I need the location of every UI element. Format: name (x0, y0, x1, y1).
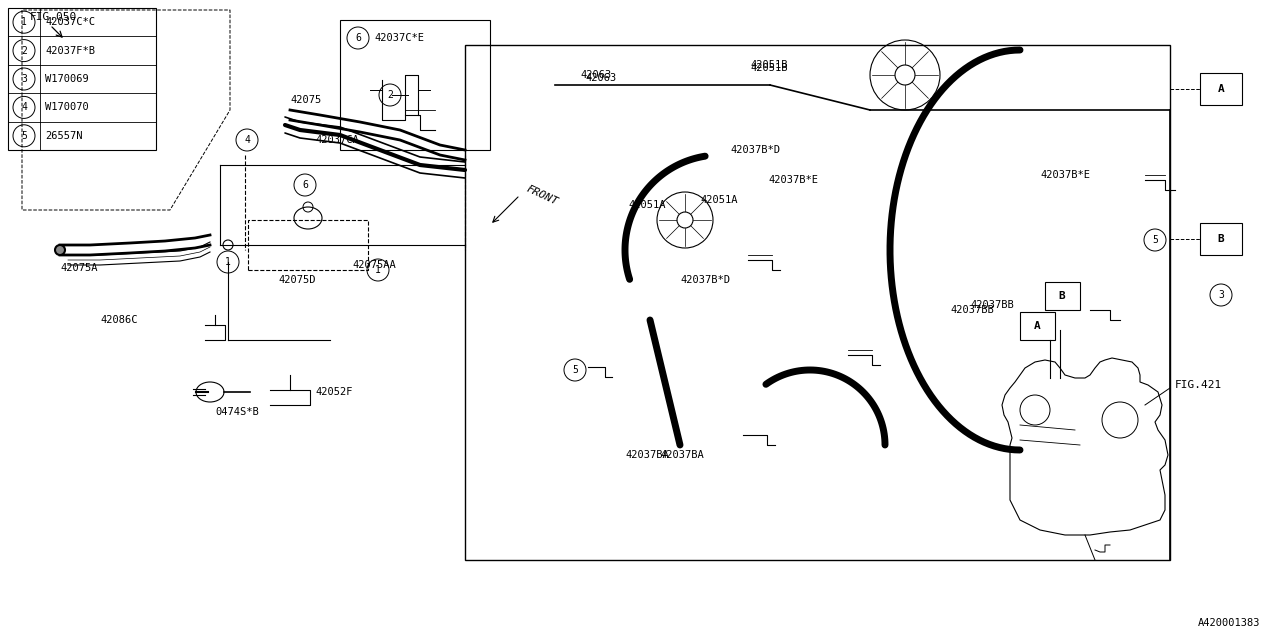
Bar (248, 220, 369, 270)
Bar (340, 20, 490, 150)
Text: W170069: W170069 (45, 74, 88, 84)
Text: 42037B*D: 42037B*D (680, 275, 730, 285)
Text: FRONT: FRONT (525, 183, 559, 207)
Text: 42063: 42063 (580, 70, 612, 80)
Text: 2: 2 (20, 45, 27, 56)
Text: 42037C*C: 42037C*C (45, 17, 95, 27)
Text: 42037BB: 42037BB (950, 305, 993, 315)
Text: 42051A: 42051A (700, 195, 737, 205)
Ellipse shape (294, 207, 323, 229)
Circle shape (55, 245, 65, 255)
Circle shape (895, 65, 915, 85)
Text: 6: 6 (302, 180, 308, 190)
Text: 42037BB: 42037BB (970, 300, 1014, 310)
Text: 42075: 42075 (291, 95, 321, 105)
Text: 5: 5 (572, 365, 579, 375)
Text: 42075AA: 42075AA (352, 260, 396, 270)
Text: 42037F*B: 42037F*B (45, 45, 95, 56)
Text: 4: 4 (244, 135, 250, 145)
Text: 42051A: 42051A (628, 200, 666, 210)
Bar (1020, 312, 1055, 340)
Text: B: B (1217, 234, 1225, 244)
Text: 1: 1 (20, 17, 27, 27)
Text: FIG.050: FIG.050 (29, 12, 77, 22)
Text: 42037BA: 42037BA (660, 450, 704, 460)
Text: 6: 6 (355, 33, 361, 43)
Text: 42037BA: 42037BA (625, 450, 668, 460)
Text: 42063: 42063 (585, 73, 616, 83)
Bar (1201, 73, 1242, 105)
Bar (1044, 282, 1080, 310)
Text: 5: 5 (1152, 235, 1158, 245)
Text: W170070: W170070 (45, 102, 88, 113)
Text: 1: 1 (375, 265, 381, 275)
Text: 42037B*E: 42037B*E (1039, 170, 1091, 180)
Text: 0474S*B: 0474S*B (215, 407, 259, 417)
Text: FIG.421: FIG.421 (1175, 380, 1222, 390)
Text: 42037B*D: 42037B*D (730, 145, 780, 155)
Text: 42051B: 42051B (750, 63, 787, 73)
Text: 42051B: 42051B (750, 60, 787, 70)
Circle shape (677, 212, 692, 228)
Text: 3: 3 (20, 74, 27, 84)
Bar (8, 8, 156, 150)
Text: A420001383: A420001383 (1198, 618, 1260, 628)
Text: 42086C: 42086C (100, 315, 137, 325)
Text: 42037C*E: 42037C*E (374, 33, 424, 43)
Bar (1201, 223, 1242, 255)
Text: B: B (1059, 291, 1065, 301)
Text: 42037B*E: 42037B*E (768, 175, 818, 185)
Text: A: A (1217, 84, 1225, 94)
Text: 2: 2 (387, 90, 393, 100)
Text: 42037CA: 42037CA (315, 135, 358, 145)
Text: 42052F: 42052F (315, 387, 352, 397)
Text: 42075D: 42075D (278, 275, 315, 285)
Text: 1: 1 (225, 257, 230, 267)
Text: 3: 3 (1219, 290, 1224, 300)
Text: 5: 5 (20, 131, 27, 141)
Bar (465, 45, 1170, 560)
Text: 42075A: 42075A (60, 263, 97, 273)
Text: 26557N: 26557N (45, 131, 82, 141)
Text: A: A (1034, 321, 1041, 331)
Text: 4: 4 (20, 102, 27, 113)
